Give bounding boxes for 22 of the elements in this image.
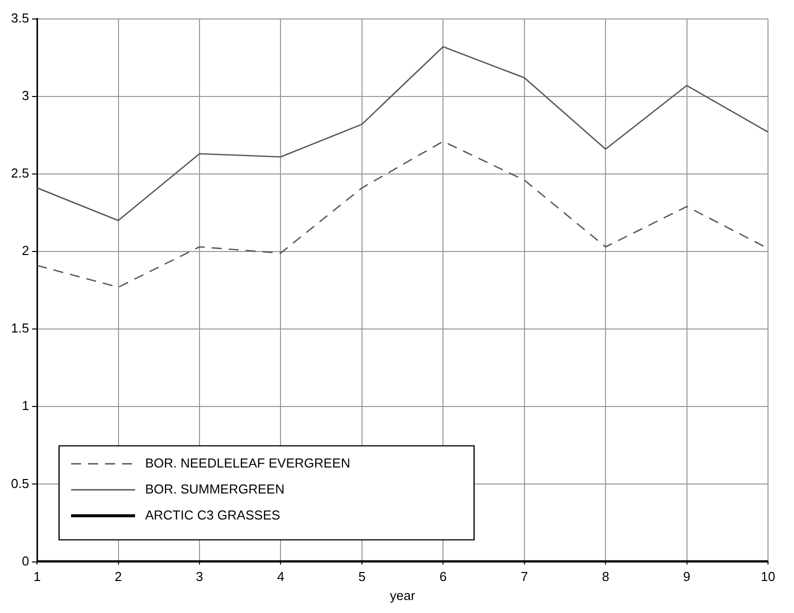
x-tick-label: 8 [602, 569, 610, 584]
y-tick-label: 0 [22, 553, 30, 568]
x-tick-label: 1 [33, 569, 41, 584]
legend-label: ARCTIC C3 GRASSES [145, 507, 280, 522]
x-tick-label: 3 [196, 569, 204, 584]
y-tick-label: 0.5 [10, 476, 30, 491]
x-tick-label: 2 [114, 569, 122, 584]
y-tick-label: 2.5 [10, 166, 30, 181]
x-tick-label: 10 [760, 569, 776, 584]
y-tick-label: 1 [22, 398, 30, 414]
x-tick-label: 7 [520, 569, 528, 584]
x-tick-label: 6 [440, 569, 447, 584]
x-tick-label: 4 [277, 569, 284, 584]
y-tick-label: 2 [22, 243, 30, 258]
x-axis-title: year [390, 588, 416, 603]
x-tick-label: 9 [683, 569, 690, 584]
y-tick-label: 3.5 [10, 10, 30, 26]
y-tick-label: 3 [22, 88, 30, 103]
x-tick-label: 5 [358, 569, 366, 584]
legend-label: BOR. SUMMERGREEN [145, 481, 284, 496]
legend-label: BOR. NEEDLELEAF EVERGREEN [145, 455, 350, 470]
y-tick-label: 1.5 [10, 320, 30, 336]
